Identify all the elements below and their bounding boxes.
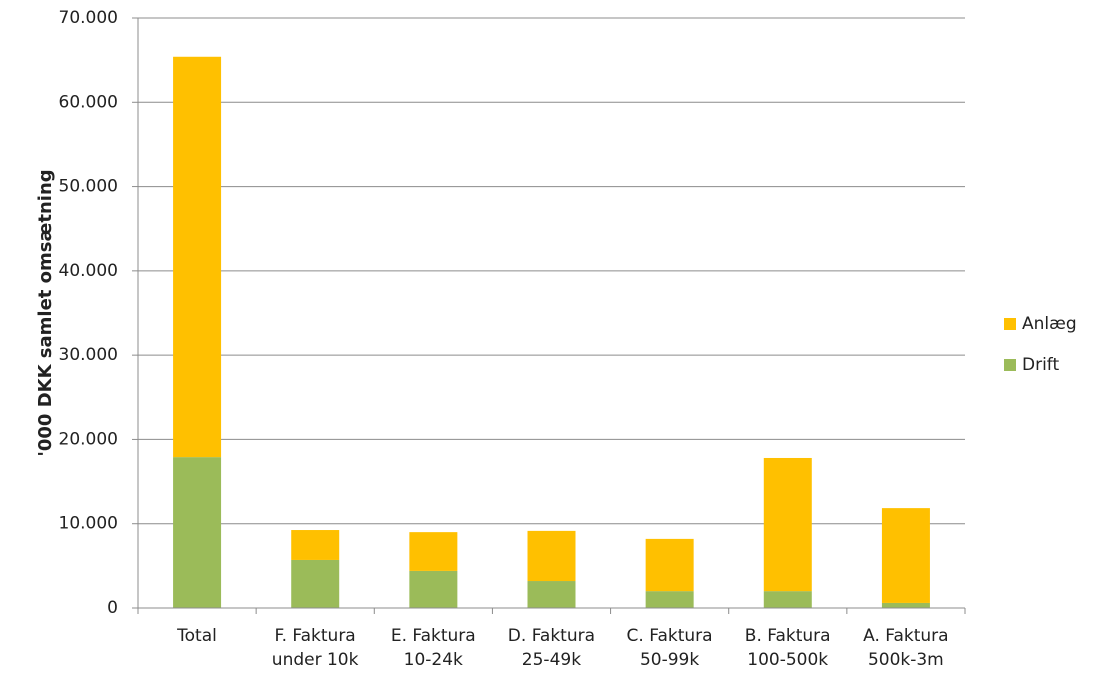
y-tick-label: 0 xyxy=(107,598,118,618)
bar-segment xyxy=(881,508,930,603)
y-tick-label: 50.000 xyxy=(59,177,118,197)
bar-segment xyxy=(881,602,930,608)
y-tick-label: 70.000 xyxy=(59,8,118,28)
x-tick-label: E. Faktura 10-24k xyxy=(390,626,476,670)
bar-segment xyxy=(291,530,340,560)
legend-label: Drift xyxy=(1022,355,1059,375)
x-tick-label: B. Faktura 100-500k xyxy=(744,626,831,670)
x-tick-label: Total xyxy=(177,626,217,646)
bar-segment xyxy=(173,457,222,608)
y-axis-label: '000 DKK samlet omsætning xyxy=(35,169,56,456)
legend-swatch xyxy=(1004,359,1016,371)
legend-label: Anlæg xyxy=(1022,314,1077,334)
y-tick-label: 40.000 xyxy=(59,261,118,281)
bar-segment xyxy=(291,559,340,608)
legend-swatch xyxy=(1004,318,1016,330)
y-tick-label: 30.000 xyxy=(59,345,118,365)
x-tick-label: F. Faktura under 10k xyxy=(271,626,359,670)
bar-segment xyxy=(527,530,576,582)
bar-segment xyxy=(645,538,694,592)
bar-segment xyxy=(527,581,576,608)
x-tick-label: D. Faktura 25-49k xyxy=(507,626,596,670)
bar-segment xyxy=(173,56,222,458)
x-tick-label: C. Faktura 50-99k xyxy=(626,626,713,670)
bar-segment xyxy=(645,591,694,608)
bar-segment xyxy=(763,457,812,592)
y-tick-label: 20.000 xyxy=(59,429,118,449)
x-tick-label: A. Faktura 500k-3m xyxy=(863,626,949,670)
bar-segment xyxy=(763,591,812,608)
y-tick-label: 10.000 xyxy=(59,514,118,534)
bar-segment xyxy=(409,532,458,571)
bar-segment xyxy=(409,570,458,608)
y-tick-label: 60.000 xyxy=(59,92,118,112)
